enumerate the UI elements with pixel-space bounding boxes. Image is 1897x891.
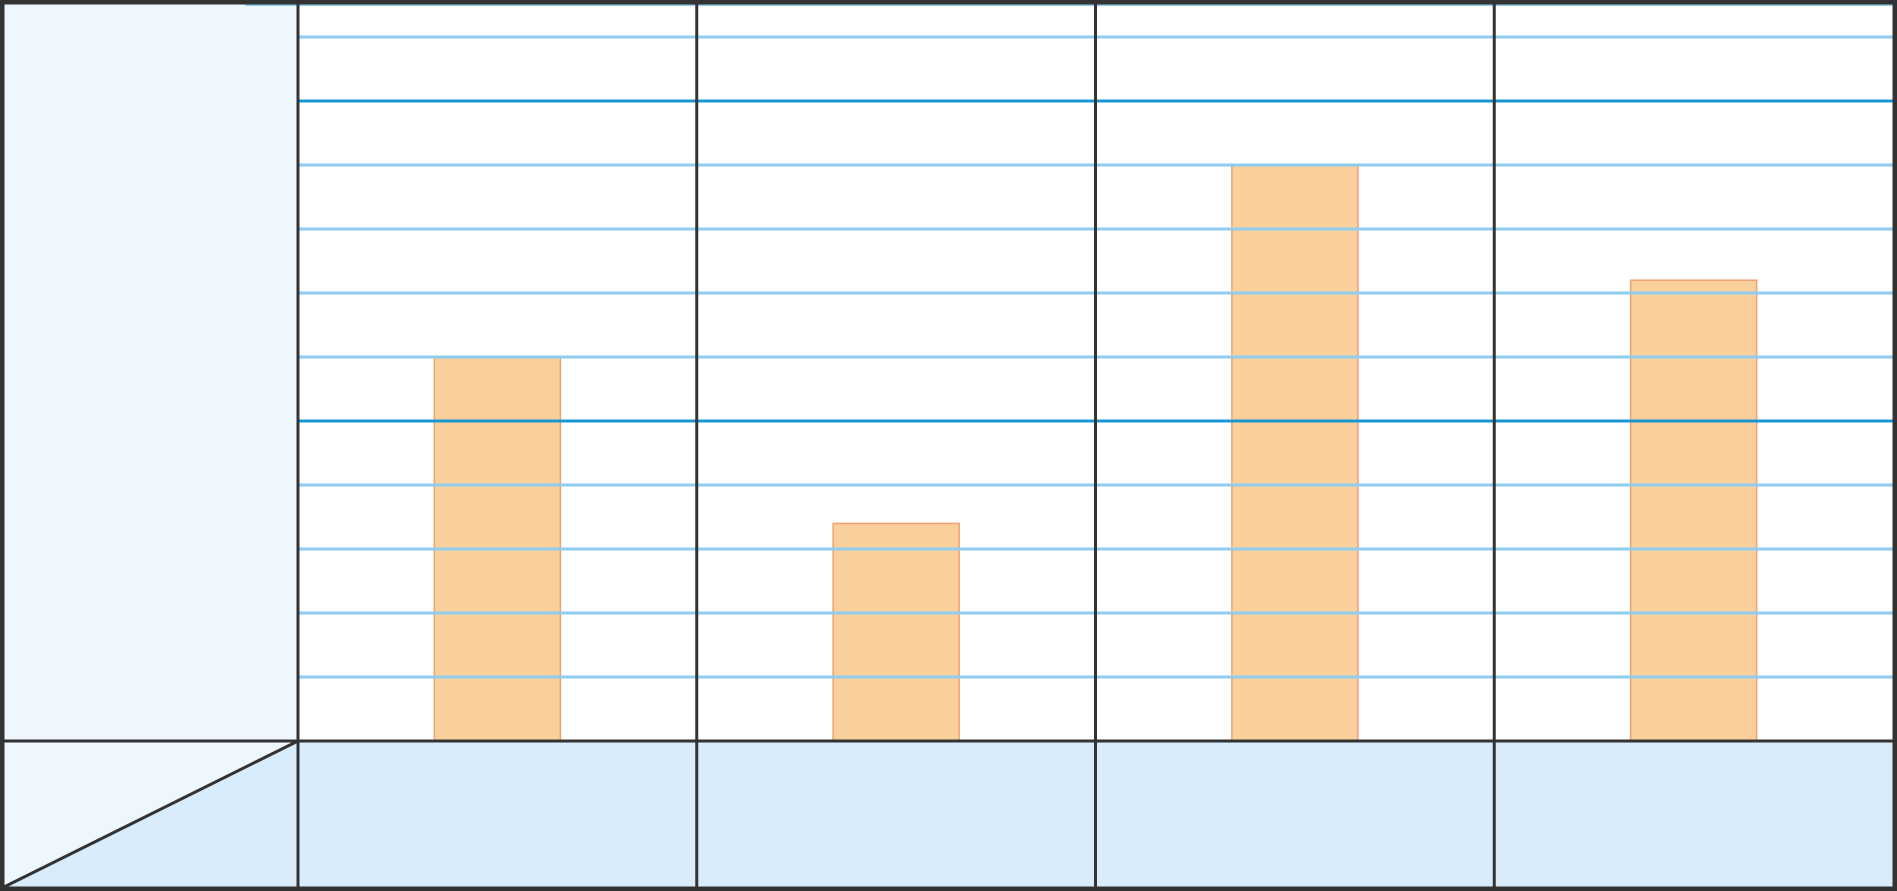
bar-4 (1629, 279, 1758, 742)
left-label-panel (4, 4, 298, 741)
bar-2 (832, 522, 960, 742)
bar-3 (1231, 164, 1359, 742)
corner-diagonal (3, 739, 299, 889)
